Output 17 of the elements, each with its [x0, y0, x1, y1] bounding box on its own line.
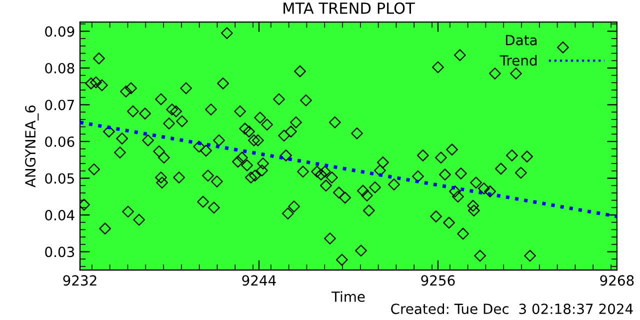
x-tick-label: 9268 — [600, 275, 634, 286]
x-axis-title: Time — [331, 291, 365, 302]
x-tick-label: 9256 — [421, 275, 455, 286]
y-axis-title: ANGYNEA_6 — [25, 106, 39, 188]
series-label: Data — [506, 35, 537, 46]
x-tick-label: 9232 — [63, 275, 96, 286]
y-tick-label: 0.09 — [45, 26, 74, 37]
y-tick-label: 0.06 — [45, 136, 74, 147]
y-tick-label: 0.04 — [45, 210, 74, 220]
y-tick-label: 0.05 — [45, 173, 74, 184]
legend-label: Trend — [500, 54, 537, 66]
y-tick-label: 0.03 — [45, 246, 74, 258]
y-tick-label: 0.08 — [45, 62, 74, 74]
text: Created: Tue Dec 3 02:18:37 2024 — [391, 303, 633, 314]
x-tick-label: 9244 — [242, 275, 276, 286]
y-tick-label: 0.07 — [45, 100, 74, 110]
chart-title: MTA TREND PLOT — [284, 2, 415, 14]
